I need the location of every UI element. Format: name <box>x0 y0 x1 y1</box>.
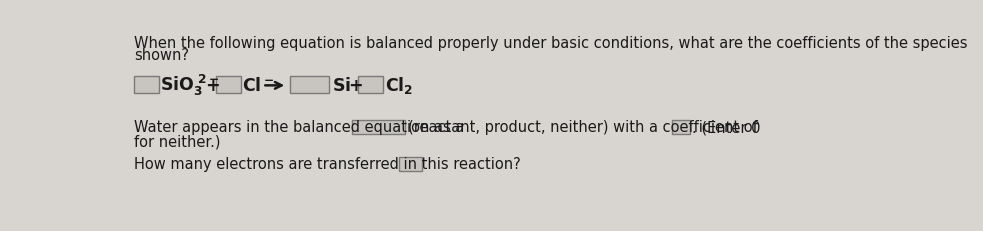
Text: $\mathbf{Cl^-}$: $\mathbf{Cl^-}$ <box>242 77 274 94</box>
Bar <box>134 77 158 94</box>
Text: +: + <box>205 77 219 94</box>
Bar <box>399 157 422 171</box>
Text: (reactant, product, neither) with a coefficient of: (reactant, product, neither) with a coef… <box>408 120 758 135</box>
Bar <box>359 77 383 94</box>
Text: +: + <box>348 77 363 94</box>
Bar <box>352 121 405 134</box>
Text: Water appears in the balanced equation as a: Water appears in the balanced equation a… <box>134 120 464 135</box>
Bar <box>290 77 329 94</box>
Text: . (Enter 0: . (Enter 0 <box>692 120 760 135</box>
Text: shown?: shown? <box>134 48 189 63</box>
Text: When the following equation is balanced properly under basic conditions, what ar: When the following equation is balanced … <box>134 35 967 50</box>
Bar <box>671 121 690 134</box>
Text: How many electrons are transferred in this reaction?: How many electrons are transferred in th… <box>134 157 520 171</box>
Text: $\mathbf{Si}$: $\mathbf{Si}$ <box>332 77 351 94</box>
Text: $\mathbf{Cl_2}$: $\mathbf{Cl_2}$ <box>384 75 413 96</box>
Bar <box>216 77 241 94</box>
Text: for neither.): for neither.) <box>134 134 220 149</box>
Text: $\mathbf{SiO_3^{\ 2-}}$: $\mathbf{SiO_3^{\ 2-}}$ <box>160 73 219 97</box>
